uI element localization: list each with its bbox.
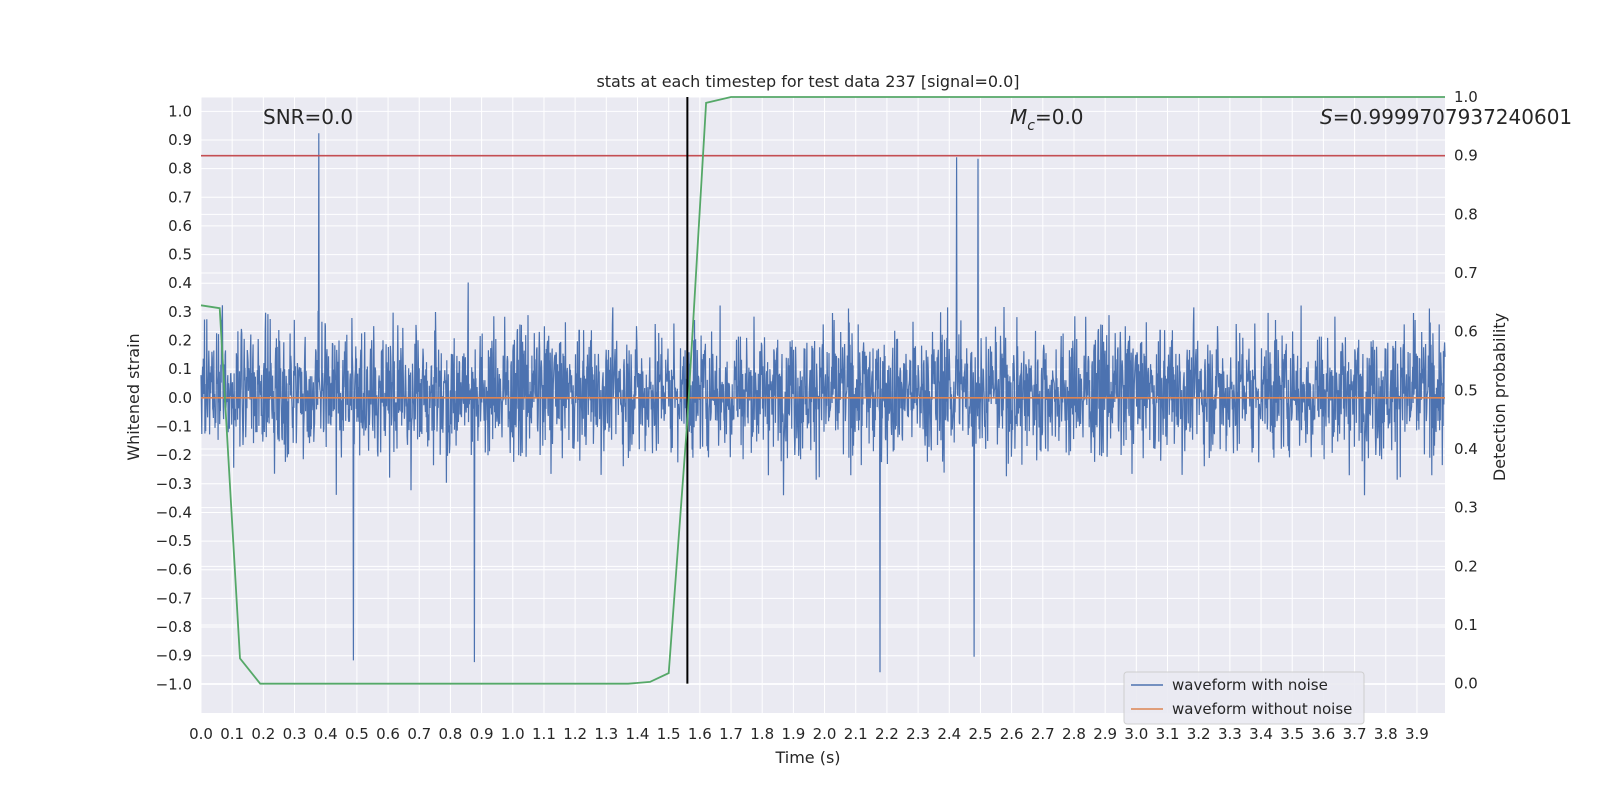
y2-tick-label: 0.6 <box>1454 323 1478 341</box>
y2-tick-label: 0.4 <box>1454 440 1478 458</box>
x-tick-label: 0.4 <box>314 725 338 743</box>
y-tick-label: 0.3 <box>168 303 192 321</box>
gridlines <box>200 96 1445 713</box>
x-tick-label: 1.6 <box>688 725 712 743</box>
y2-tick-label: 0.1 <box>1454 616 1478 634</box>
y2-tick-label: 0.9 <box>1454 147 1478 165</box>
y2-tick-label: 0.0 <box>1454 675 1478 693</box>
y2-tick-label: 0.2 <box>1454 557 1478 575</box>
y-axis-ticks: 1.0 0.9 0.8 0.7 0.6 0.5 0.4 0.3 0.2 0.1 0.0 −0.1 −0.… <box>156 102 192 693</box>
x-tick-label: 0.3 <box>283 725 307 743</box>
x-tick-label: 3.8 <box>1374 725 1398 743</box>
y2-axis-label: Detection probability <box>1490 313 1509 481</box>
x-tick-label: 3.1 <box>1156 725 1180 743</box>
y-tick-label: 0.4 <box>168 274 192 292</box>
x-tick-label: 1.7 <box>719 725 743 743</box>
x-tick-label: 2.2 <box>875 725 899 743</box>
y-tick-label: 1.0 <box>168 102 192 120</box>
y2-tick-label: 1.0 <box>1454 88 1478 106</box>
x-tick-label: 3.2 <box>1187 725 1211 743</box>
y-tick-label: −0.2 <box>156 446 192 464</box>
y-tick-label: 0.1 <box>168 360 192 378</box>
x-tick-label: 2.9 <box>1093 725 1117 743</box>
y-tick-label: −0.1 <box>156 417 192 435</box>
y2-tick-label: 0.5 <box>1454 381 1478 399</box>
x-tick-label: 1.5 <box>657 725 681 743</box>
x-tick-label: 2.0 <box>813 725 837 743</box>
x-tick-label: 3.6 <box>1311 725 1335 743</box>
annotation-s-symbol: S <box>1320 105 1333 129</box>
y-tick-label: 0.9 <box>168 131 192 149</box>
y-tick-label: 0.6 <box>168 217 192 235</box>
annotation-mc-symbol: M <box>1010 105 1027 129</box>
chart-title: stats at each timestep for test data 237… <box>596 72 1019 91</box>
detection-probability-line <box>200 96 1445 685</box>
y2-tick-label: 0.8 <box>1454 205 1478 223</box>
x-axis-label: Time (s) <box>774 748 840 767</box>
y-tick-label: 0.5 <box>168 246 192 264</box>
y-tick-label: −0.4 <box>156 503 192 521</box>
x-tick-label: 0.2 <box>251 725 275 743</box>
series-waveform-with-noise <box>200 133 1446 673</box>
x-tick-label: 1.4 <box>626 725 650 743</box>
x-tick-label: 0.5 <box>345 725 369 743</box>
y-tick-label: −0.8 <box>156 618 192 636</box>
annotation-mc-value: =0.0 <box>1035 105 1084 129</box>
x-tick-label: 2.4 <box>937 725 961 743</box>
x-axis-ticks: 0.0 0.1 0.2 0.3 0.4 0.5 0.6 0.7 0.8 0.9 1.0 1.1 1.2 1… <box>189 725 1429 743</box>
x-tick-label: 3.7 <box>1343 725 1367 743</box>
y2-tick-label: 0.3 <box>1454 499 1478 517</box>
y-tick-label: 0.7 <box>168 188 192 206</box>
x-tick-label: 1.9 <box>781 725 805 743</box>
legend-label-clean: waveform without noise <box>1172 700 1352 718</box>
x-tick-label: 3.0 <box>1124 725 1148 743</box>
x-tick-label: 2.8 <box>1062 725 1086 743</box>
y-axis-label: Whitened strain <box>124 333 143 460</box>
noise-waveform-line <box>200 133 1446 673</box>
annotation-snr: SNR=0.0 <box>263 105 353 129</box>
x-tick-label: 2.3 <box>906 725 930 743</box>
legend-box <box>1123 671 1365 725</box>
x-tick-label: 2.5 <box>969 725 993 743</box>
x-tick-label: 1.3 <box>594 725 618 743</box>
legend-label-noise: waveform with noise <box>1172 676 1328 694</box>
x-tick-label: 3.5 <box>1280 725 1304 743</box>
x-tick-label: 0.7 <box>407 725 431 743</box>
x-tick-label: 0.6 <box>376 725 400 743</box>
annotation-mc-subscript: c <box>1027 118 1035 134</box>
x-tick-label: 0.8 <box>438 725 462 743</box>
y-tick-label: −1.0 <box>156 675 192 693</box>
y2-tick-label: 0.7 <box>1454 264 1478 282</box>
x-tick-label: 1.2 <box>563 725 587 743</box>
x-tick-label: 0.0 <box>189 725 213 743</box>
y-tick-label: −0.9 <box>156 647 192 665</box>
series-detection-probability <box>200 96 1445 685</box>
x-tick-label: 3.3 <box>1218 725 1242 743</box>
annotation-s-value: =0.9999707937240601 <box>1333 105 1572 129</box>
x-tick-label: 0.1 <box>220 725 244 743</box>
y2-axis-ticks: 1.0 0.9 0.8 0.7 0.6 0.5 0.4 0.3 0.2 0.1 0.0 <box>1454 88 1478 693</box>
y-tick-label: 0.2 <box>168 332 192 350</box>
y-tick-label: −0.7 <box>156 589 192 607</box>
x-tick-label: 3.4 <box>1249 725 1273 743</box>
x-tick-label: 1.0 <box>501 725 525 743</box>
x-tick-label: 2.1 <box>844 725 868 743</box>
x-tick-label: 3.9 <box>1405 725 1429 743</box>
x-tick-label: 2.7 <box>1031 725 1055 743</box>
legend: waveform with noise waveform without noi… <box>1123 671 1365 725</box>
y-tick-label: 0.0 <box>168 389 192 407</box>
x-tick-label: 2.6 <box>1000 725 1024 743</box>
annotation-s: S=0.9999707937240601 <box>1320 105 1572 129</box>
x-tick-label: 0.9 <box>470 725 494 743</box>
y-tick-label: −0.3 <box>156 475 192 493</box>
y-tick-label: 0.8 <box>168 160 192 178</box>
y-tick-label: −0.5 <box>156 532 192 550</box>
x-tick-label: 1.1 <box>532 725 556 743</box>
x-tick-label: 1.8 <box>750 725 774 743</box>
y-tick-label: −0.6 <box>156 561 192 579</box>
annotation-chirp-mass: Mc=0.0 <box>1010 105 1084 134</box>
